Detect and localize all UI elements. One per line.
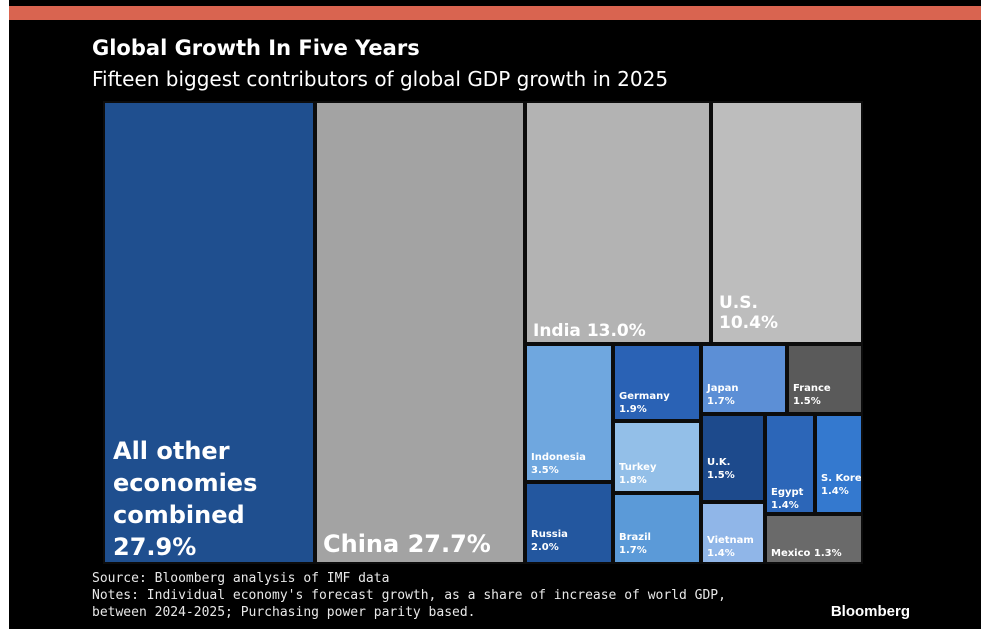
treemap-label-turkey: Turkey 1.8% — [619, 462, 657, 486]
treemap-cell-india: India 13.0% — [525, 101, 711, 344]
treemap-label-u-k: U.K. 1.5% — [707, 457, 735, 481]
treemap-cell-u-k: U.K. 1.5% — [701, 414, 765, 502]
accent-bar — [9, 6, 981, 20]
treemap-cell-u-s: U.S. 10.4% — [711, 101, 863, 344]
treemap-label-egypt: Egypt 1.4% — [771, 487, 804, 511]
treemap-cell-china: China 27.7% — [315, 101, 525, 564]
treemap-label-japan: Japan 1.7% — [707, 383, 739, 407]
chart-subtitle: Fifteen biggest contributors of global G… — [92, 67, 669, 91]
treemap: All other economies combined 27.9% China 27.… — [103, 101, 863, 564]
treemap-cell-mexico: Mexico 1.3% — [765, 514, 863, 564]
treemap-label-mexico: Mexico 1.3% — [771, 548, 842, 559]
treemap-label-indonesia: Indonesia 3.5% — [531, 452, 586, 476]
treemap-label-vietnam: Vietnam 1.4% — [707, 535, 754, 559]
treemap-cell-russia: Russia 2.0% — [525, 482, 613, 564]
treemap-label-s-korea: S. Korea1.4% — [821, 473, 862, 497]
treemap-cell-turkey: Turkey 1.8% — [613, 421, 701, 493]
source-note: Source: Bloomberg analysis of IMF data — [92, 571, 390, 586]
treemap-cell-all-other-economies-combined: All other economies combined 27.9% — [103, 101, 315, 564]
treemap-cell-germany: Germany 1.9% — [613, 344, 701, 421]
treemap-cell-france: France 1.5% — [787, 344, 863, 414]
bloomberg-logo: Bloomberg — [830, 603, 910, 620]
treemap-label-all-other-economies-combined: All other economies combined 27.9% — [113, 437, 258, 561]
treemap-cell-vietnam: Vietnam 1.4% — [701, 502, 765, 564]
treemap-cell-s-korea: S. Korea1.4% — [815, 414, 863, 514]
notes-line-1: Notes: Individual economy's forecast gro… — [92, 588, 726, 603]
treemap-cell-japan: Japan 1.7% — [701, 344, 787, 414]
treemap-label-brazil: Brazil 1.7% — [619, 532, 651, 556]
treemap-cell-brazil: Brazil 1.7% — [613, 493, 701, 564]
treemap-cell-egypt: Egypt 1.4% — [765, 414, 815, 514]
treemap-label-russia: Russia 2.0% — [531, 529, 568, 553]
treemap-cell-indonesia: Indonesia 3.5% — [525, 344, 613, 482]
treemap-label-france: France 1.5% — [793, 383, 831, 407]
treemap-label-china: China 27.7% — [323, 530, 491, 558]
treemap-label-india: India 13.0% — [533, 321, 646, 341]
treemap-label-u-s: U.S. 10.4% — [719, 293, 778, 333]
treemap-label-germany: Germany 1.9% — [619, 391, 670, 415]
notes-line-2: between 2024-2025; Purchasing power pari… — [92, 605, 476, 620]
chart-title: Global Growth In Five Years — [92, 36, 420, 60]
